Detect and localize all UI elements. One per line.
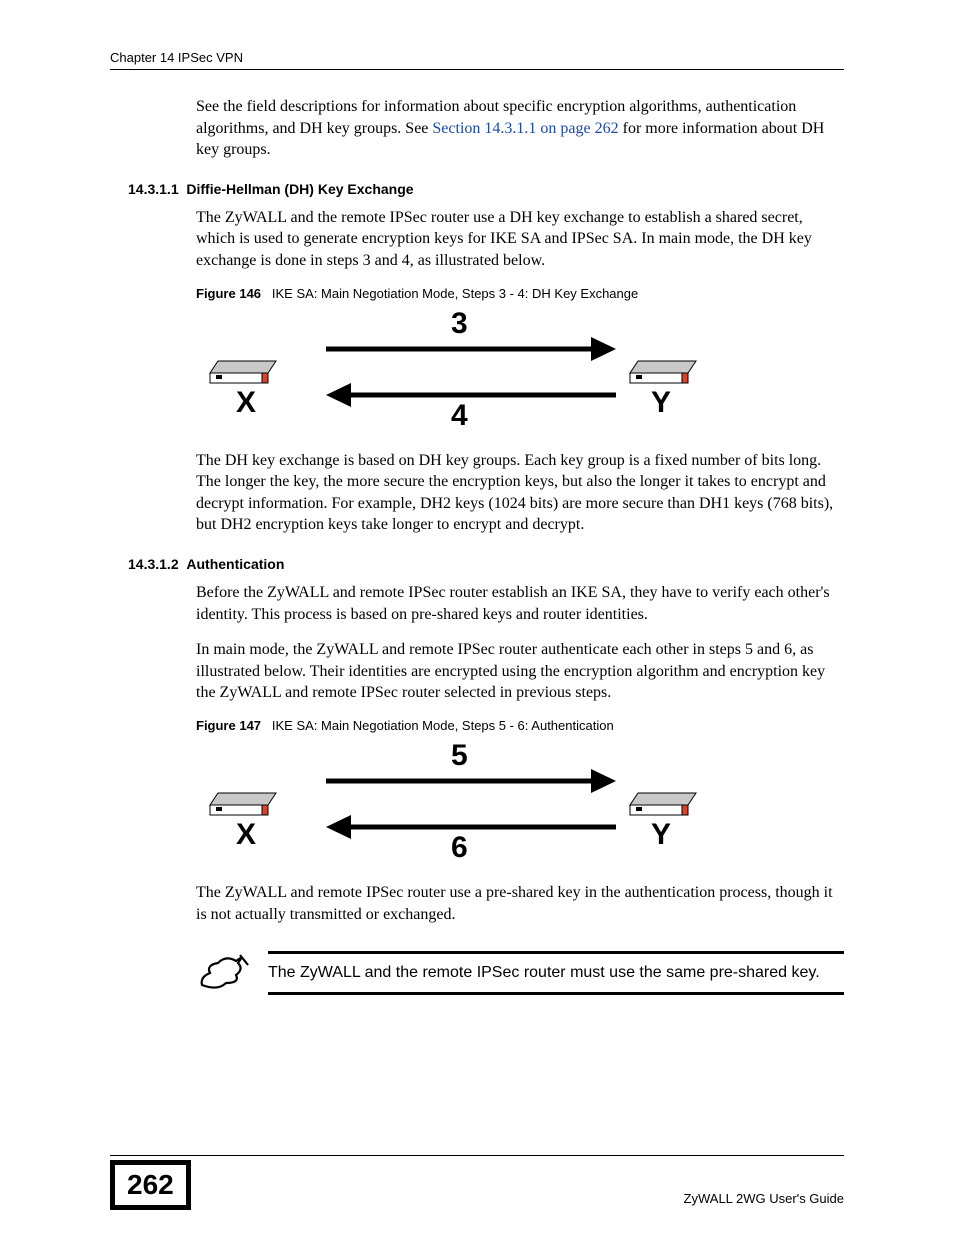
- page: Chapter 14 IPSec VPN See the field descr…: [0, 0, 954, 1246]
- figure147-text: IKE SA: Main Negotiation Mode, Steps 5 -…: [272, 718, 614, 733]
- figure147-label: Figure 147: [196, 718, 261, 733]
- note-block: The ZyWALL and the remote IPSec router m…: [196, 951, 844, 995]
- figure147-left-label: X: [236, 818, 256, 851]
- figure146-text: IKE SA: Main Negotiation Mode, Steps 3 -…: [272, 286, 638, 301]
- figure147-bottom-num: 6: [451, 831, 468, 864]
- page-number: 262: [110, 1160, 191, 1210]
- chapter-header: Chapter 14 IPSec VPN: [110, 50, 844, 70]
- section2-number: 14.3.1.2: [128, 556, 179, 572]
- figure146-right-label: Y: [651, 386, 671, 419]
- note-text: The ZyWALL and the remote IPSec router m…: [268, 964, 820, 981]
- figure147-caption: Figure 147 IKE SA: Main Negotiation Mode…: [196, 718, 844, 733]
- chapter-header-text: Chapter 14 IPSec VPN: [110, 50, 243, 65]
- section-number: 14.3.1.1: [128, 181, 179, 197]
- right-device-icon: [630, 793, 696, 815]
- section-title: Diffie-Hellman (DH) Key Exchange: [186, 181, 413, 197]
- figure147-right-label: Y: [651, 818, 671, 851]
- right-device-icon: [630, 361, 696, 383]
- section2-para2: In main mode, the ZyWALL and remote IPSe…: [196, 639, 844, 704]
- figure147-svg: X Y 5 6: [196, 739, 716, 869]
- section2-body: Before the ZyWALL and remote IPSec route…: [196, 582, 844, 704]
- footer-guide: ZyWALL 2WG User's Guide: [684, 1191, 844, 1206]
- figure146-caption: Figure 146 IKE SA: Main Negotiation Mode…: [196, 286, 844, 301]
- note-icon: [196, 951, 250, 995]
- section2-para1: Before the ZyWALL and remote IPSec route…: [196, 582, 844, 625]
- intro-paragraph: See the field descriptions for informati…: [196, 96, 844, 161]
- section-link[interactable]: Section 14.3.1.1 on page 262: [432, 120, 618, 137]
- figure146: X Y 3 4: [196, 307, 844, 442]
- note-text-wrap: The ZyWALL and the remote IPSec router m…: [268, 951, 844, 995]
- left-device-icon: [210, 361, 276, 383]
- footer: 262 ZyWALL 2WG User's Guide: [110, 1155, 844, 1206]
- section1-para2: The DH key exchange is based on DH key g…: [196, 450, 844, 536]
- figure146-left-label: X: [236, 386, 256, 419]
- figure147: X Y 5 6: [196, 739, 844, 874]
- section2-body2: The ZyWALL and remote IPSec router use a…: [196, 882, 844, 925]
- section2-title: Authentication: [186, 556, 284, 572]
- section-heading-dh: 14.3.1.1 Diffie-Hellman (DH) Key Exchang…: [128, 181, 844, 197]
- figure146-bottom-num: 4: [451, 399, 468, 432]
- figure147-top-num: 5: [451, 739, 468, 772]
- figure146-label: Figure 146: [196, 286, 261, 301]
- section1-para1: The ZyWALL and the remote IPSec router u…: [196, 207, 844, 272]
- left-device-icon: [210, 793, 276, 815]
- figure146-top-num: 3: [451, 307, 468, 340]
- section1-body: The ZyWALL and the remote IPSec router u…: [196, 207, 844, 272]
- section1-body2: The DH key exchange is based on DH key g…: [196, 450, 844, 536]
- section-heading-auth: 14.3.1.2 Authentication: [128, 556, 844, 572]
- section2-para3: The ZyWALL and remote IPSec router use a…: [196, 882, 844, 925]
- figure146-svg: X Y 3 4: [196, 307, 716, 437]
